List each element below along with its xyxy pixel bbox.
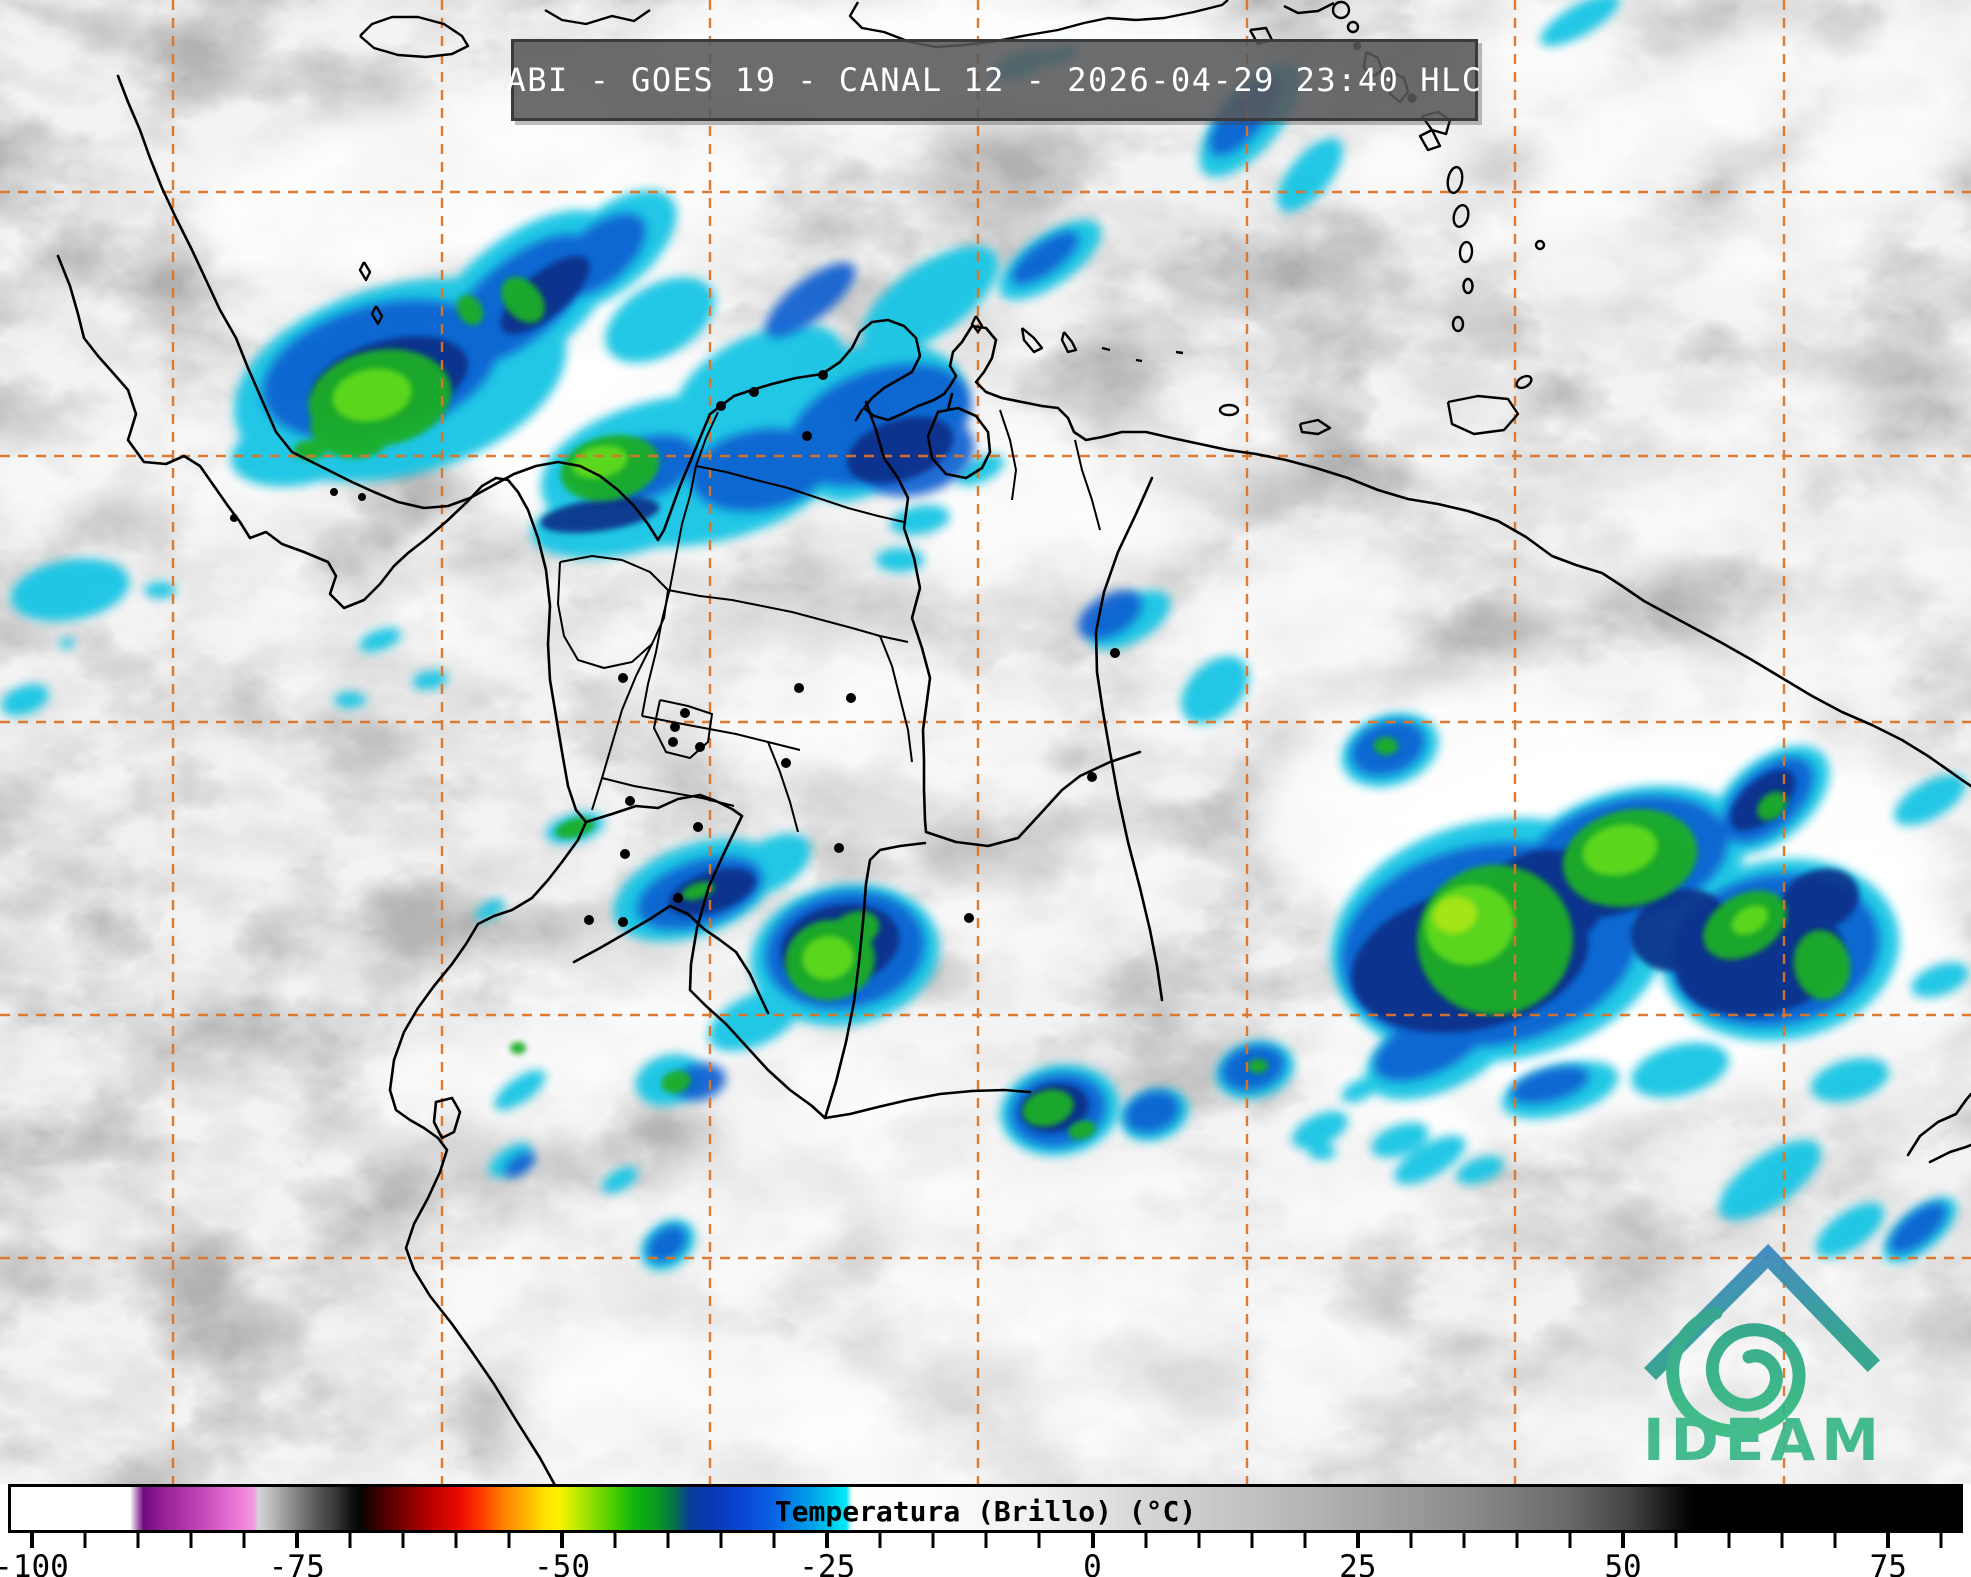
colorbar-minor-tick [1780,1533,1784,1548]
colorbar-minor-tick [348,1533,352,1548]
island-curacao [1020,327,1044,354]
colorbar-minor-tick [984,1533,988,1548]
colorbar-minor-tick [931,1533,935,1548]
island-hispaniola [848,0,1229,49]
colorbar-major-tick [1355,1533,1360,1548]
colorbar-minor-tick [1037,1533,1041,1548]
peru-brazil-border [823,1088,1032,1120]
colorbar-minor-tick [1409,1533,1413,1548]
colorbar-title: Temperatura (Brillo) (°C) [774,1495,1197,1528]
colorbar-minor-tick [242,1533,246,1548]
colorbar-minor-tick [1833,1533,1837,1548]
pacific-coast [56,254,588,1484]
title-bar: ABI - GOES 19 - CANAL 12 - 2026-04-29 23… [507,39,1481,121]
colorbar-minor-tick [613,1533,617,1548]
convection-bright-green [332,368,1769,981]
colorbar-minor-tick [1515,1533,1519,1548]
colorbar-tick-label: 50 [1604,1549,1642,1577]
colorbar-minor-tick [1197,1533,1201,1548]
satellite-map [0,0,1971,1484]
colorbar-minor-tick [83,1533,87,1548]
venezuela-guyana-border [1094,476,1164,1002]
coastlines-borders [56,74,1971,1484]
island-jamaica [359,15,470,59]
colorbar-tick-label: -50 [534,1549,590,1577]
colombia-venezuela-caribbean-coast [716,318,1971,788]
colorbar-minor-tick [666,1533,670,1548]
island-trinidad [1446,394,1520,436]
satellite-imagery [0,0,1971,1484]
colorbar-minor-tick [136,1533,140,1548]
colorbar-minor-tick [1303,1533,1307,1548]
colorbar-major-tick [1621,1533,1625,1548]
colorbar-tick-label: -100 [0,1549,69,1577]
colorbar-major-tick [294,1533,299,1548]
city-dots [230,370,1120,927]
latlon-grid [0,0,1971,1484]
colorbar-major-tick [825,1533,830,1548]
lake-maracaibo [926,392,992,480]
colorbar-major-tick [29,1533,34,1548]
colorbar-minor-tick [1727,1533,1731,1548]
island-san-andres [358,261,384,326]
department-borders [557,409,1101,833]
colorbar-minor-tick [1144,1533,1148,1548]
ideam-wordmark: IDEAM [1643,1406,1885,1474]
colorbar-major-tick [560,1533,564,1548]
colorbar-gradient: Temperatura (Brillo) (°C) [8,1484,1963,1533]
ideam-logo: IDEAM [1618,1228,1918,1478]
colorbar-tick-label: 25 [1339,1549,1377,1577]
colorbar-minor-tick [719,1533,723,1548]
island-fragment-top [544,8,651,26]
colombia-venezuela-border [864,400,1142,848]
colorbar-tick-label: 0 [1083,1549,1102,1577]
colorbar-axis: -100 -75 -50 -25 0 25 50 75 [0,1533,1971,1577]
colorbar-minor-tick [1250,1533,1254,1548]
amazon-delta-coast [1906,1092,1971,1164]
colorbar-minor-tick [878,1533,882,1548]
colombia-peru-border-trapezoid [688,814,927,1120]
colorbar-tick-label: 75 [1869,1549,1907,1577]
colorbar-minor-tick [1939,1533,1943,1548]
guna-island-puna [432,1096,462,1140]
guajira-inner [854,408,864,422]
colombia-ecuador-border [584,793,744,824]
colorbar-major-tick [1090,1533,1095,1548]
colorbar-tick-label: -25 [799,1549,856,1577]
ideam-logo-icon: IDEAM [1643,1243,1885,1474]
product-title: ABI - GOES 19 - CANAL 12 - 2026-04-29 23… [506,61,1483,99]
colorbar-minor-tick [772,1533,776,1548]
colorbar-minor-tick [401,1533,405,1548]
central-america-caribbean-coast [116,74,720,542]
island-puerto-rico [1283,1,1335,15]
colorbar-tick-label: -75 [268,1549,325,1577]
colorbar-minor-tick [1568,1533,1572,1548]
colorbar-minor-tick [1462,1533,1466,1548]
ecuador-peru-border [572,904,770,1015]
island-bonaire [1060,331,1078,354]
island-aruba [970,315,984,334]
colorbar-minor-tick [454,1533,458,1548]
hurricane-spiral-icon [1666,1306,1806,1438]
colorbar-minor-tick [1674,1533,1678,1548]
island-margarita [1298,418,1332,436]
colorbar-major-tick [1886,1533,1891,1548]
colorbar: Temperatura (Brillo) (°C) -100 -75 -50 -25 0… [0,1484,1971,1577]
colorbar-minor-tick [189,1533,193,1548]
colorbar-minor-tick [507,1533,511,1548]
